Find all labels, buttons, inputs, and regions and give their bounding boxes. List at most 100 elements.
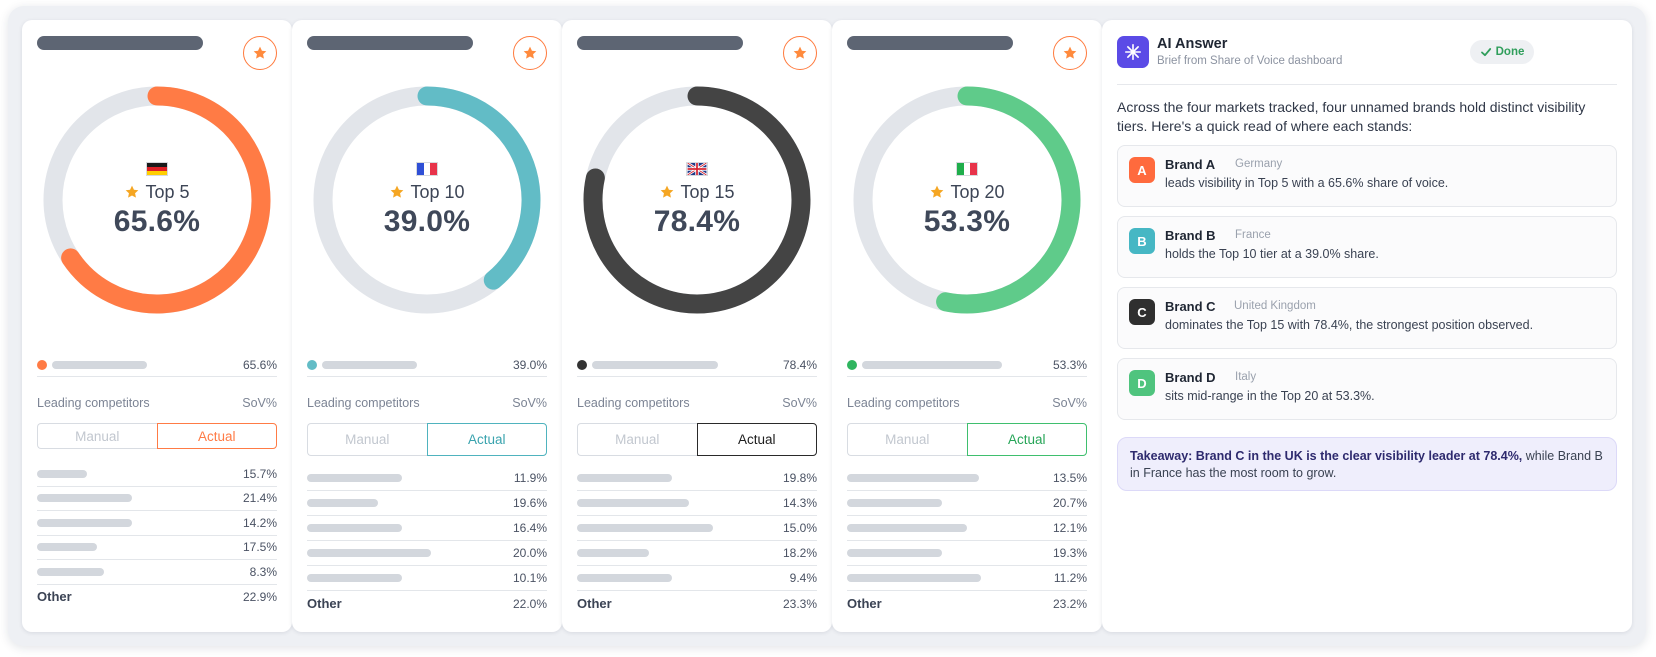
actual-tab[interactable]: Actual <box>156 423 277 449</box>
manual-tab[interactable]: Manual <box>847 423 967 456</box>
other-sov-value: 23.2% <box>1052 596 1087 611</box>
brand-country: France <box>1235 229 1271 241</box>
share-percent: 65.6% <box>113 204 201 238</box>
competitor-sov-value: 18.2% <box>782 546 817 560</box>
brand-summary-card: A Brand A Germany leads visibility in To… <box>1117 145 1617 207</box>
competitor-sov-value: 11.2% <box>1053 571 1087 585</box>
germany-flag-icon <box>146 161 168 176</box>
favorite-button[interactable] <box>1053 36 1087 70</box>
competitor-row: 19.8% <box>577 466 817 491</box>
brand-name: Brand A <box>1165 157 1216 172</box>
mode-toggle: Manual Actual <box>307 423 547 456</box>
favorite-button[interactable] <box>513 36 547 70</box>
brand-summary-card: D Brand D Italy sits mid-range in the To… <box>1117 358 1617 420</box>
brand-name-placeholder <box>322 360 417 369</box>
competitor-name-placeholder <box>307 499 378 507</box>
status-text: Done <box>1495 46 1525 58</box>
competitor-name-placeholder <box>37 567 104 576</box>
brand-badge: A <box>1129 157 1155 183</box>
competitor-row: 10.1% <box>307 566 547 591</box>
market-card-france: Top 10 39.0% 39.0% Leading competitors S… <box>292 20 562 632</box>
competitor-name-placeholder <box>307 549 431 557</box>
competitor-sov-value: 14.2% <box>242 515 277 530</box>
competitor-row: 20.0% <box>307 541 547 566</box>
competitor-name-placeholder <box>847 524 967 532</box>
competitors-header: Leading competitors SoV% <box>37 396 277 410</box>
star-icon <box>391 185 404 198</box>
favorite-button[interactable] <box>783 36 817 70</box>
donut-center: Top 5 65.6% <box>37 80 277 320</box>
competitor-name-placeholder <box>577 474 672 482</box>
sov-label: SoV% <box>242 396 277 410</box>
uk-flag-icon <box>686 161 708 176</box>
market-card-united-kingdom: Top 15 78.4% 78.4% Leading competitors S… <box>562 20 832 632</box>
brand-description: leads visibility in Top 5 with a 65.6% s… <box>1165 176 1449 190</box>
donut-center: Top 15 78.4% <box>577 80 817 320</box>
competitor-list: 19.8% 14.3% 15.0% 18.2% 9.4% Other 23.3% <box>577 466 817 616</box>
star-icon <box>1063 46 1077 59</box>
ai-answer-subtitle: Brief from Share of Voice dashboard <box>1157 55 1343 67</box>
brand-name-placeholder <box>52 360 147 369</box>
competitor-sov-value: 20.0% <box>512 546 547 560</box>
share-donut-chart <box>853 86 1081 314</box>
ai-answer-panel: AI Answer Brief from Share of Voice dash… <box>1102 20 1632 632</box>
tier-text: Top 5 <box>145 181 190 202</box>
divider <box>1117 84 1617 85</box>
brand-description: holds the Top 10 tier at a 39.0% share. <box>1165 247 1379 261</box>
competitor-name-placeholder <box>37 469 87 478</box>
actual-tab[interactable]: Actual <box>426 423 547 456</box>
actual-tab[interactable]: Actual <box>966 423 1087 456</box>
star-icon <box>523 46 537 59</box>
donut-share-arc <box>936 86 1081 314</box>
share-donut-chart <box>583 86 811 314</box>
takeaway-detail: while Brand B in France has the most roo… <box>1130 449 1603 480</box>
manual-tab[interactable]: Manual <box>37 423 157 449</box>
brand-country: Germany <box>1235 158 1283 170</box>
tier-label: Top 15 <box>659 182 735 203</box>
competitors-header: Leading competitors SoV% <box>847 396 1087 410</box>
competitor-sov-value: 14.3% <box>782 496 817 510</box>
favorite-button[interactable] <box>243 36 277 70</box>
brand-country: Italy <box>1235 371 1257 383</box>
manual-tab[interactable]: Manual <box>577 423 697 456</box>
brand-badge: C <box>1129 299 1155 325</box>
donut-share-arc <box>61 86 271 314</box>
competitor-sov-value: 11.9% <box>513 471 547 485</box>
brand-share-value: 78.4% <box>782 357 817 372</box>
check-icon <box>1480 48 1491 57</box>
competitor-name-placeholder <box>307 574 402 582</box>
other-sov-value: 22.9% <box>242 589 277 604</box>
competitor-name-placeholder <box>577 574 672 582</box>
sparkle-icon <box>1124 43 1142 61</box>
competitor-name-placeholder <box>847 574 981 582</box>
sov-label: SoV% <box>1052 396 1087 410</box>
share-percent: 53.3% <box>923 204 1011 238</box>
star-icon <box>126 185 139 198</box>
brand-color-dot <box>577 359 587 370</box>
competitors-label: Leading competitors <box>577 396 690 410</box>
competitor-sov-value: 9.4% <box>789 571 817 585</box>
competitor-name-placeholder <box>37 494 132 503</box>
competitor-row: 21.4% <box>37 487 277 511</box>
share-donut-chart <box>313 86 541 314</box>
brand-name-placeholder <box>862 360 1002 369</box>
competitors-header: Leading competitors SoV% <box>577 396 817 410</box>
competitor-list: 15.7% 21.4% 14.2% 17.5% 8.3% Other 22.9% <box>37 462 277 609</box>
other-label: Other <box>577 596 612 611</box>
actual-tab[interactable]: Actual <box>696 423 817 456</box>
competitors-header: Leading competitors SoV% <box>307 396 547 410</box>
star-icon <box>661 185 674 198</box>
tier-text: Top 10 <box>410 181 465 202</box>
ai-answer-title: AI Answer <box>1157 36 1228 52</box>
brand-share-row: 78.4% <box>577 353 817 377</box>
star-icon <box>793 46 807 59</box>
share-percent: 78.4% <box>653 204 741 238</box>
brand-share-row: 65.6% <box>37 353 277 377</box>
brand-share-value: 53.3% <box>1052 357 1087 372</box>
share-percent: 39.0% <box>383 204 471 238</box>
manual-tab[interactable]: Manual <box>307 423 427 456</box>
other-label: Other <box>847 596 882 611</box>
competitor-row: 8.3% <box>37 560 277 585</box>
brand-color-dot <box>37 359 47 370</box>
brand-badge: B <box>1129 228 1155 254</box>
